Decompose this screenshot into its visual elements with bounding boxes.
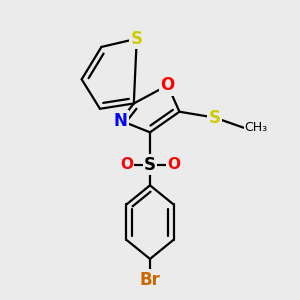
Text: O: O bbox=[120, 157, 133, 172]
Text: S: S bbox=[209, 109, 221, 127]
Text: O: O bbox=[160, 76, 175, 94]
Text: N: N bbox=[114, 112, 128, 130]
Text: S: S bbox=[144, 156, 156, 174]
Text: O: O bbox=[167, 157, 180, 172]
Text: S: S bbox=[131, 30, 143, 48]
Text: CH₃: CH₃ bbox=[244, 122, 267, 134]
Text: Br: Br bbox=[140, 271, 160, 289]
